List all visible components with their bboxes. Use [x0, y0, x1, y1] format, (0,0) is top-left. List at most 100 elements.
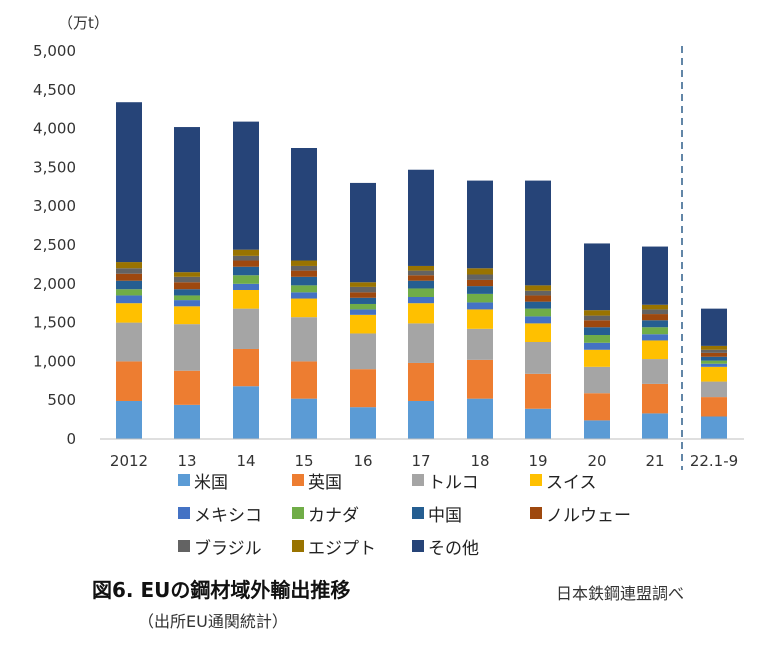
- bar-segment: [701, 363, 727, 367]
- legend-swatch: [178, 540, 190, 552]
- bar-segment: [642, 320, 668, 328]
- bar-segment: [584, 349, 610, 367]
- bar-segment: [350, 303, 376, 310]
- bar-segment: [525, 342, 551, 374]
- x-tick-label: 13: [177, 452, 196, 470]
- bar-stack-13: [174, 127, 200, 439]
- bar-segment: [584, 393, 610, 421]
- bar-segment: [174, 295, 200, 301]
- bar-segment: [174, 306, 200, 325]
- x-tick-label: 18: [470, 452, 489, 470]
- bar-segment: [642, 304, 668, 310]
- legend-item: トルコ: [412, 470, 479, 493]
- bar-segment: [291, 298, 317, 318]
- bar-segment: [174, 289, 200, 296]
- bar-segment: [642, 413, 668, 439]
- y-tick-label: 2,000: [33, 275, 76, 293]
- bar-stack-17: [408, 169, 434, 439]
- bar-segment: [116, 102, 142, 263]
- bar-segment: [116, 303, 142, 323]
- legend-label: ノルウェー: [546, 505, 631, 526]
- bar-segment: [408, 296, 434, 304]
- bar-segment: [642, 309, 668, 315]
- bar-segment: [642, 327, 668, 335]
- y-tick-label: 2,500: [33, 236, 76, 254]
- bar-segment: [642, 359, 668, 384]
- legend-swatch: [292, 474, 304, 486]
- bar-segment: [350, 314, 376, 334]
- bar-segment: [701, 356, 727, 361]
- bar-segment: [350, 333, 376, 370]
- y-axis-ticks: 0 500 1,000 1,500 2,000 2,500 3,000 3,500 4,000 4…: [33, 42, 76, 448]
- legend-item: ノルウェー: [530, 503, 631, 526]
- bar-segment: [233, 121, 259, 250]
- bar-segment: [642, 334, 668, 341]
- bar-stack-2012: [116, 102, 142, 439]
- bar-segment: [233, 249, 259, 256]
- x-tick-label: 21: [645, 452, 664, 470]
- bar-segment: [174, 404, 200, 439]
- y-tick-label: 3,500: [33, 158, 76, 176]
- bar-segment: [525, 180, 551, 286]
- bar-segment: [174, 324, 200, 371]
- legend-item: その他: [412, 536, 479, 559]
- bar-segment: [116, 273, 142, 281]
- bar-segment: [174, 300, 200, 307]
- bar-segment: [701, 416, 727, 439]
- bar-segment: [467, 309, 493, 329]
- x-tick-label: 19: [528, 452, 547, 470]
- bar-segment: [701, 352, 727, 357]
- bar-stack-15: [291, 148, 317, 439]
- x-tick-label: 17: [411, 452, 430, 470]
- bar-segment: [291, 265, 317, 271]
- bar-segment: [350, 297, 376, 304]
- bar-segment: [291, 276, 317, 286]
- bar-segment: [584, 315, 610, 321]
- bar-segment: [525, 408, 551, 439]
- bar-segment: [350, 309, 376, 315]
- bar-segment: [291, 285, 317, 293]
- bar-segment: [701, 349, 727, 353]
- bar-segment: [584, 327, 610, 336]
- legend-label: カナダ: [308, 505, 359, 526]
- bar-segment: [408, 362, 434, 401]
- bar-segment: [233, 255, 259, 261]
- figure-source-note: （出所EU通関統計）: [138, 612, 288, 631]
- bar-segment: [233, 348, 259, 387]
- bar-segment: [350, 282, 376, 287]
- bar-segment: [467, 279, 493, 287]
- bar-segment: [233, 275, 259, 284]
- bar-segment: [174, 272, 200, 277]
- bar-segment: [642, 314, 668, 321]
- bar-segment: [525, 295, 551, 302]
- bar-segment: [467, 302, 493, 310]
- bar-segment: [584, 320, 610, 328]
- bar-segment: [291, 317, 317, 362]
- bar-segment: [408, 270, 434, 276]
- legend-swatch: [178, 507, 190, 519]
- bar-segment: [233, 283, 259, 291]
- bar-segment: [525, 290, 551, 296]
- bar-segment: [584, 420, 610, 439]
- bar-segment: [291, 270, 317, 277]
- figure-title: 図6. EUの鋼材域外輸出推移: [92, 578, 351, 602]
- legend-item: スイス: [530, 470, 597, 493]
- bar-segment: [291, 361, 317, 399]
- bar-segment: [467, 328, 493, 360]
- bar-segment: [467, 268, 493, 275]
- legend-item: メキシコ: [178, 503, 262, 526]
- legend-label: 米国: [194, 472, 228, 493]
- bar-stack-22.1-9: [701, 308, 727, 439]
- y-tick-label: 4,000: [33, 120, 76, 138]
- bar-segment: [525, 323, 551, 342]
- legend-item: ブラジル: [178, 536, 262, 559]
- legend-item: カナダ: [292, 503, 359, 526]
- y-tick-label: 4,500: [33, 81, 76, 99]
- legend-item: 中国: [412, 503, 462, 526]
- bar-segment: [642, 340, 668, 360]
- legend-swatch: [530, 474, 542, 486]
- y-tick-label: 5,000: [33, 42, 76, 60]
- bar-segment: [584, 310, 610, 316]
- bar-segment: [350, 407, 376, 439]
- bar-segment: [467, 286, 493, 294]
